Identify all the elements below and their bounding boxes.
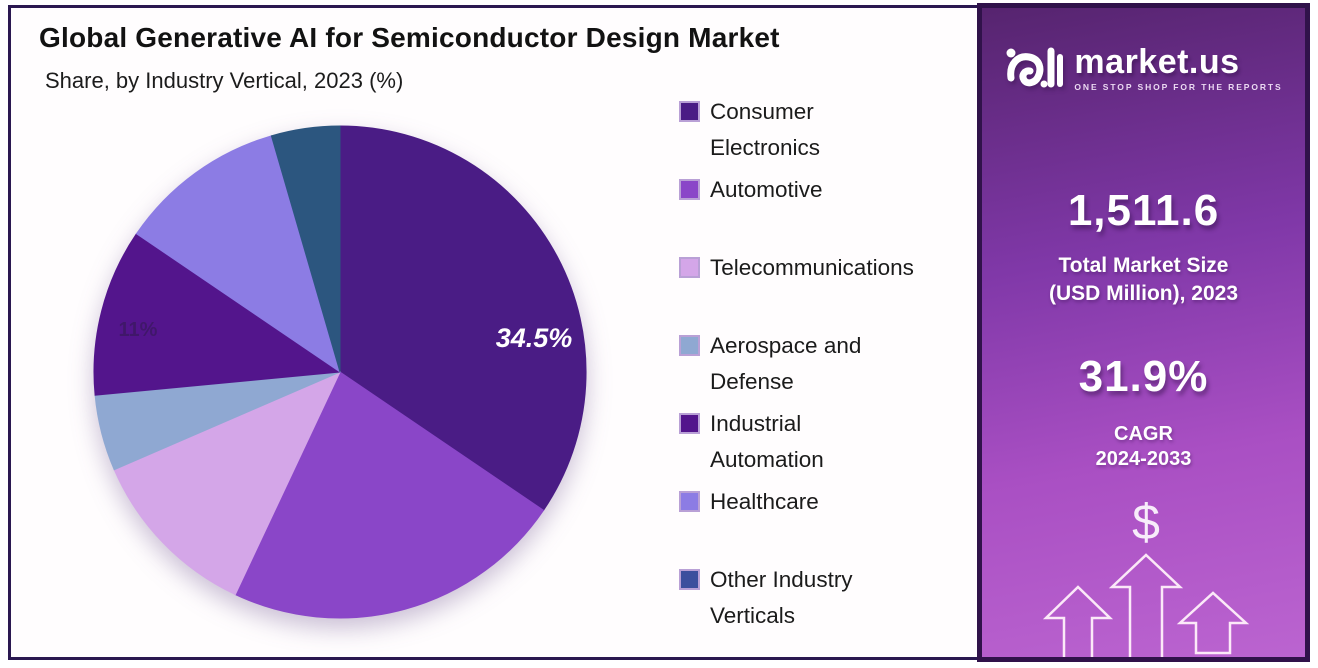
chart-title: Global Generative AI for Semiconductor D… (39, 22, 780, 53)
legend-swatch-automotive (679, 179, 700, 200)
pie-slice-healthcare (135, 135, 341, 374)
legend-label: Consumer Electronics (710, 99, 821, 160)
cagr-value: 31.9% (1078, 352, 1209, 401)
total-market-size-label-line2: (USD Million), 2023 (1048, 282, 1239, 305)
brand-tagline: ONE STOP SHOP FOR THE REPORTS (1074, 81, 1283, 92)
brand-logo: market.us ONE STOP SHOP FOR THE REPORTS (982, 38, 1305, 98)
arrow-middle-icon (1108, 553, 1184, 657)
pie-slice-consumer-electronics (339, 125, 587, 511)
brand-name: market.us (1074, 42, 1240, 81)
arrow-left-icon (1042, 585, 1114, 657)
legend-swatch-other-industry-verticals (679, 569, 700, 590)
total-market-size-label-line1: Total Market Size (1058, 254, 1229, 277)
legend-swatch-industrial-automation (679, 413, 700, 434)
legend-item-healthcare: Healthcare (679, 484, 979, 562)
pie-slice-automotive (234, 371, 545, 619)
legend-item-consumer-electronics: Consumer Electronics (679, 94, 979, 172)
legend-label: Healthcare (710, 489, 819, 514)
chart-card: Global Generative AI for Semiconductor D… (8, 5, 985, 660)
legend-item-telecommunications: Telecommunications (679, 250, 979, 328)
total-market-size-value: 1,511.6 (1067, 186, 1220, 235)
growth-arrows-icon: $ (1042, 494, 1250, 657)
legend-item-aerospace-and-defense: Aerospace and Defense (679, 328, 979, 406)
pie-data-label-industrial-automation: 11% (119, 319, 158, 341)
legend-swatch-healthcare (679, 491, 700, 512)
marketus-logo-icon (1006, 47, 1064, 88)
legend-label: Industrial Automation (710, 411, 824, 472)
pie-data-label-consumer-electronics: 34.5% (496, 323, 573, 353)
legend-swatch-consumer-electronics (679, 101, 700, 122)
pie-slice-other-industry-verticals (270, 125, 341, 373)
chart-subtitle: Share, by Industry Vertical, 2023 (%) (45, 68, 404, 93)
legend-swatch-aerospace-and-defense (679, 335, 700, 356)
legend-item-automotive: Automotive (679, 172, 979, 250)
total-market-size-label: Total Market Size (USD Million), 2023 (982, 252, 1305, 308)
legend-label: Aerospace and Defense (710, 333, 862, 394)
dollar-icon: $ (1132, 494, 1160, 550)
arrow-right-icon (1176, 591, 1250, 655)
legend-label: Automotive (710, 177, 823, 202)
legend-label: Other Industry Verticals (710, 567, 853, 628)
legend-label: Telecommunications (710, 255, 914, 280)
brand-panel: market.us ONE STOP SHOP FOR THE REPORTS … (977, 3, 1310, 662)
pie-slice-aerospace-and-defense (94, 371, 341, 471)
pie-slice-telecommunications (113, 371, 342, 596)
cagr-label-line2: 2024-2033 (1095, 448, 1192, 470)
legend-swatch-telecommunications (679, 257, 700, 278)
cagr-label-line1: CAGR (1114, 423, 1173, 445)
legend-item-other-industry-verticals: Other Industry Verticals (679, 562, 979, 640)
cagr-label: CAGR 2024-2033 (982, 422, 1305, 472)
pie-slice-industrial-automation (93, 233, 342, 396)
legend-item-industrial-automation: Industrial Automation (679, 406, 979, 484)
legend: Consumer Electronics Automotive Telecommun… (679, 94, 979, 640)
